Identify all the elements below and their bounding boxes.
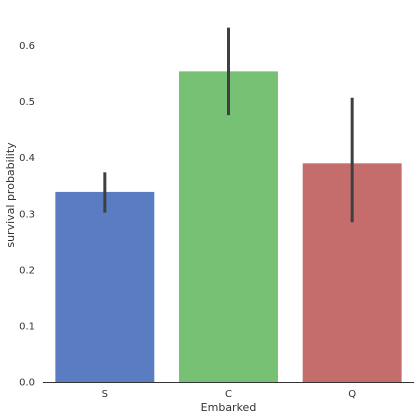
y-tick-label: 0.1: [19, 321, 35, 332]
y-tick-label: 0.3: [19, 209, 35, 220]
y-tick-label: 0.2: [19, 265, 35, 276]
error-bars-group: [103, 27, 354, 223]
bars-group: [55, 71, 402, 382]
y-tick-label: 0.4: [19, 153, 35, 164]
x-axis-label: Embarked: [201, 401, 257, 414]
y-axis-label: survival probability: [4, 142, 17, 248]
x-tick-label: Q: [348, 389, 356, 400]
y-tick-label: 0.0: [19, 378, 35, 389]
y-axis-ticks: 0.0 0.1 0.2 0.3 0.4 0.5 0.6: [19, 41, 35, 388]
y-tick-label: 0.6: [19, 41, 35, 52]
bar-S: [55, 191, 155, 382]
bar-C: [179, 71, 278, 382]
x-tick-label: C: [225, 389, 232, 400]
x-tick-label: S: [102, 389, 108, 400]
y-tick-label: 0.5: [19, 97, 35, 108]
